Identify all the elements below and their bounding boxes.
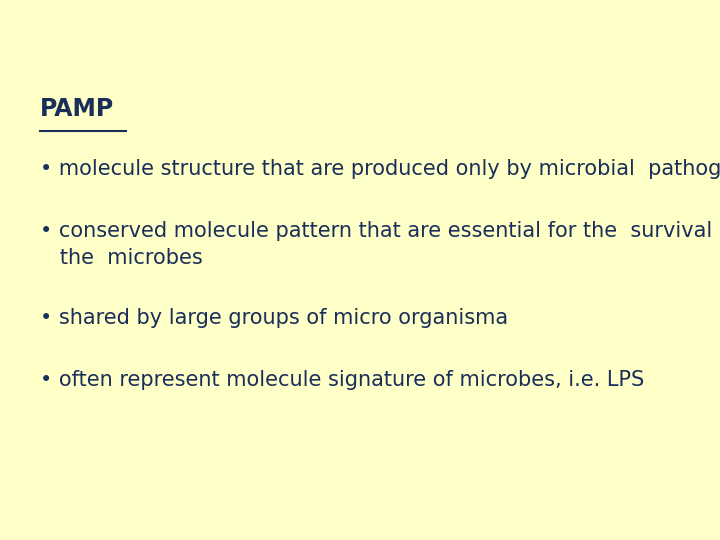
Text: • often represent molecule signature of microbes, i.e. LPS: • often represent molecule signature of … xyxy=(40,370,644,390)
Text: PAMP: PAMP xyxy=(40,97,114,121)
Text: • molecule structure that are produced only by microbial  pathogen: • molecule structure that are produced o… xyxy=(40,159,720,179)
Text: • conserved molecule pattern that are essential for the  survival of
   the  mic: • conserved molecule pattern that are es… xyxy=(40,221,720,268)
Text: • shared by large groups of micro organisma: • shared by large groups of micro organi… xyxy=(40,308,508,328)
